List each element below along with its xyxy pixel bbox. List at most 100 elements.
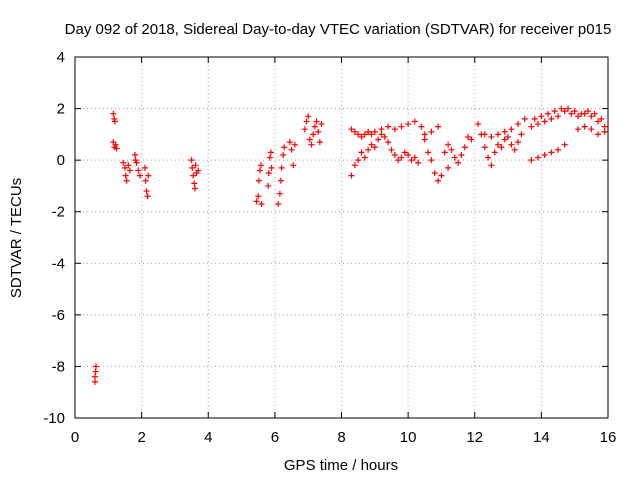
data-point xyxy=(318,121,325,128)
data-point xyxy=(445,141,452,148)
data-point xyxy=(188,157,195,164)
data-point xyxy=(501,128,508,135)
data-point xyxy=(291,141,298,148)
data-point xyxy=(310,131,317,138)
data-point xyxy=(276,190,283,197)
x-axis-label: GPS time / hours xyxy=(284,457,398,474)
data-point xyxy=(368,141,375,148)
data-point xyxy=(558,105,565,112)
data-point xyxy=(401,149,408,156)
data-point xyxy=(141,164,148,171)
data-point xyxy=(91,378,98,385)
data-point xyxy=(511,146,518,153)
data-point xyxy=(388,146,395,153)
data-point xyxy=(277,177,284,184)
data-point xyxy=(286,139,293,146)
data-point xyxy=(485,154,492,161)
data-point xyxy=(351,128,358,135)
data-point xyxy=(110,110,117,117)
data-point xyxy=(308,141,315,148)
data-point xyxy=(425,149,432,156)
data-point xyxy=(142,177,149,184)
data-point xyxy=(565,105,572,112)
data-point xyxy=(501,136,508,143)
data-point xyxy=(189,164,196,171)
data-point xyxy=(120,159,127,166)
y-tick-label: -2 xyxy=(52,204,65,221)
data-point xyxy=(361,131,368,138)
data-point xyxy=(316,139,323,146)
data-point xyxy=(428,128,435,135)
data-point xyxy=(588,126,595,133)
data-point xyxy=(385,139,392,146)
data-point xyxy=(448,146,455,153)
data-point xyxy=(528,123,535,130)
data-point xyxy=(491,149,498,156)
data-point xyxy=(266,154,273,161)
y-tick-label: 2 xyxy=(57,101,65,118)
data-point xyxy=(351,162,358,169)
data-point xyxy=(281,144,288,151)
ticks-layer: 0 2 4 6 8 10 12 14 16 -10 -8 -6 -4 -2 0 2 4 xyxy=(43,49,616,446)
data-point xyxy=(126,167,133,174)
data-point xyxy=(411,154,418,161)
data-point xyxy=(368,131,375,138)
data-point xyxy=(441,149,448,156)
data-point xyxy=(428,157,435,164)
data-point xyxy=(122,172,129,179)
data-point xyxy=(253,198,260,205)
data-point xyxy=(518,131,525,138)
data-point xyxy=(438,172,445,179)
data-point xyxy=(561,108,568,115)
data-point xyxy=(578,110,585,117)
data-point xyxy=(144,193,151,200)
data-point xyxy=(255,193,262,200)
data-point xyxy=(145,172,152,179)
data-point xyxy=(408,157,415,164)
grid-layer xyxy=(75,57,608,418)
y-tick-label: 4 xyxy=(57,49,65,66)
data-point xyxy=(358,149,365,156)
data-point xyxy=(306,136,313,143)
y-axis-label: SDTVAR / TECUs xyxy=(8,178,25,298)
data-point xyxy=(191,180,198,187)
data-point xyxy=(521,115,528,122)
y-tick-label: -6 xyxy=(52,307,65,324)
x-tick-label: 10 xyxy=(400,429,417,446)
data-point xyxy=(535,154,542,161)
data-point xyxy=(348,126,355,133)
data-point xyxy=(305,113,312,120)
data-point xyxy=(555,146,562,153)
data-point xyxy=(313,118,320,125)
data-point xyxy=(358,133,365,140)
data-point xyxy=(348,172,355,179)
data-point xyxy=(265,170,272,177)
data-point xyxy=(136,172,143,179)
data-point xyxy=(591,110,598,117)
y-tick-label: -10 xyxy=(43,410,65,427)
data-point xyxy=(378,126,385,133)
data-point xyxy=(391,151,398,158)
data-point xyxy=(538,113,545,120)
data-point xyxy=(132,157,139,164)
data-point xyxy=(112,141,119,148)
data-point xyxy=(488,162,495,169)
data-point xyxy=(548,149,555,156)
data-point xyxy=(581,123,588,130)
data-point xyxy=(561,141,568,148)
data-point xyxy=(421,136,428,143)
data-point xyxy=(355,157,362,164)
data-point xyxy=(418,123,425,130)
data-point xyxy=(195,167,202,174)
data-point xyxy=(135,167,142,174)
data-point xyxy=(278,164,285,171)
data-point xyxy=(481,144,488,151)
data-point xyxy=(191,185,198,192)
data-point xyxy=(378,131,385,138)
data-point xyxy=(290,162,297,169)
data-point xyxy=(451,154,458,161)
x-tick-label: 8 xyxy=(337,429,345,446)
data-point xyxy=(568,110,575,117)
data-point xyxy=(256,167,263,174)
data-point xyxy=(303,118,310,125)
